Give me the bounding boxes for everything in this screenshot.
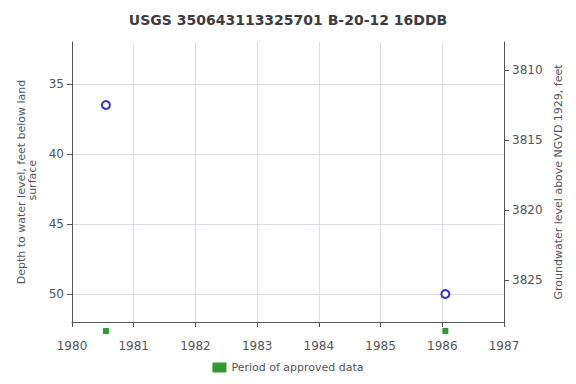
svg-text:Depth to water level, feet bel: Depth to water level, feet below land (14, 79, 28, 285)
svg-text:45: 45 (49, 217, 64, 231)
svg-text:1981: 1981 (118, 339, 149, 353)
svg-text:Period of approved data: Period of approved data (231, 361, 363, 374)
svg-text:1983: 1983 (242, 339, 273, 353)
svg-text:3815: 3815 (512, 133, 543, 147)
svg-text:50: 50 (49, 287, 64, 301)
svg-text:40: 40 (49, 147, 64, 161)
svg-text:1982: 1982 (180, 339, 211, 353)
svg-text:1984: 1984 (304, 339, 335, 353)
svg-text:surface: surface (26, 160, 39, 204)
svg-text:3825: 3825 (512, 273, 543, 287)
svg-text:1987: 1987 (489, 339, 520, 353)
svg-text:1985: 1985 (365, 339, 396, 353)
svg-text:3820: 3820 (512, 203, 543, 217)
svg-text:USGS 350643113325701 B-20-12 1: USGS 350643113325701 B-20-12 16DDB (129, 12, 447, 28)
svg-text:1980: 1980 (57, 339, 88, 353)
svg-text:3810: 3810 (512, 63, 543, 77)
svg-text:35: 35 (49, 77, 64, 91)
svg-text:Groundwater level above NGVD 1: Groundwater level above NGVD 1929, feet (552, 64, 565, 300)
svg-text:1986: 1986 (427, 339, 458, 353)
